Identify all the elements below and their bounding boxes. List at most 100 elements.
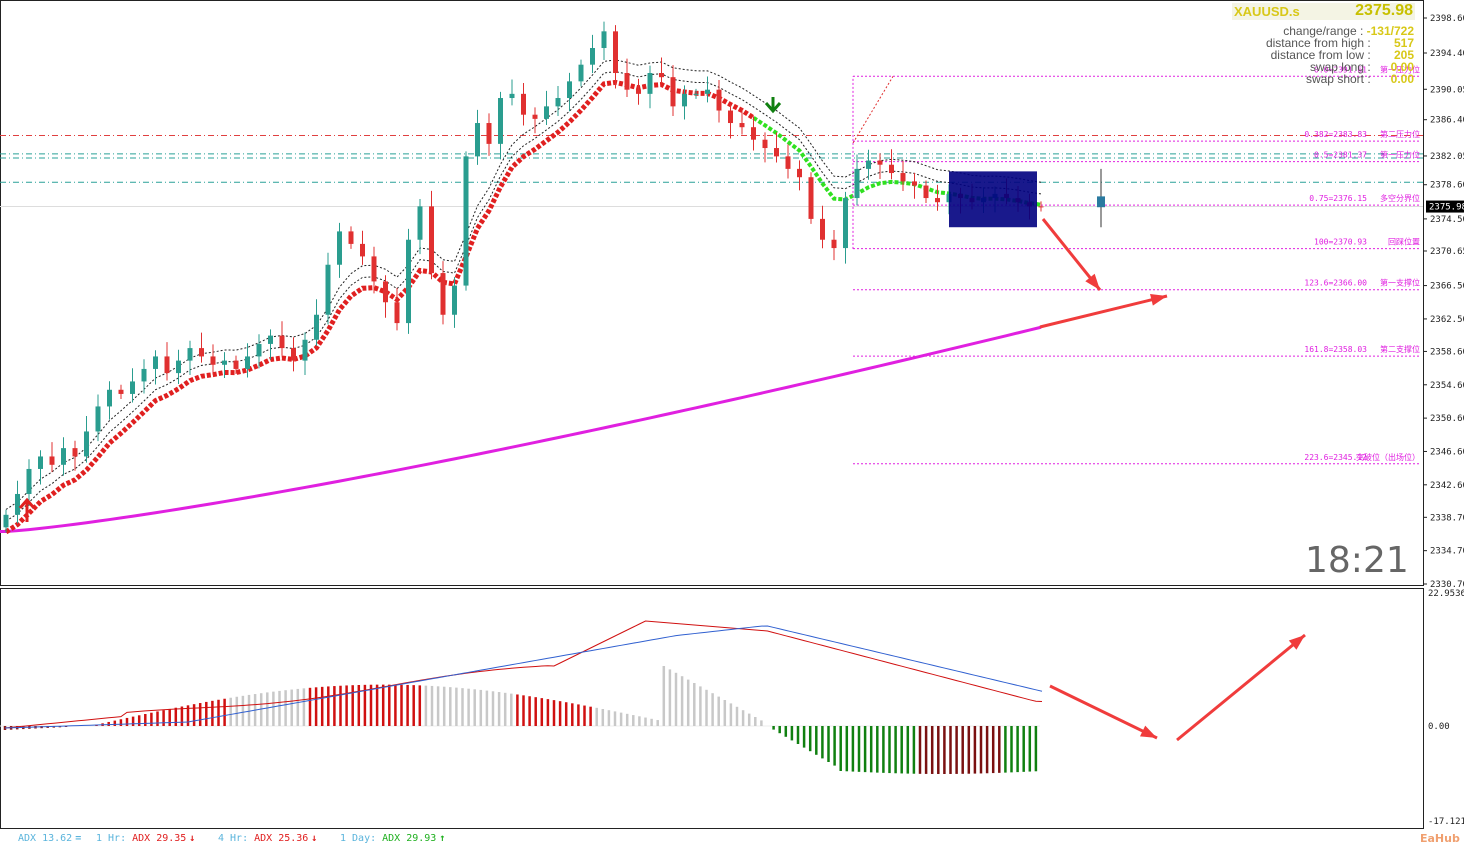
axis-label: 2370.65 xyxy=(1430,247,1464,257)
axis-label: 2354.60 xyxy=(1430,381,1464,391)
candle-body xyxy=(728,110,733,124)
fib-label: 223.6=2345.12 xyxy=(1304,453,1367,462)
candle-body xyxy=(498,98,503,144)
adx-timeframe: 4 Hr: xyxy=(218,833,249,844)
axis-label: 2394.40 xyxy=(1430,49,1464,59)
osc-arrow-down-head xyxy=(1139,725,1157,738)
osc-panel-frame xyxy=(0,588,1424,829)
candle-body xyxy=(521,93,526,115)
info-label: swap short : xyxy=(1305,72,1374,86)
info-row: change/range : -131/722 xyxy=(1283,24,1414,38)
candle-body xyxy=(831,239,837,249)
candle-body xyxy=(233,360,239,369)
candle-body xyxy=(475,123,480,157)
adx-value: ADX 29.93 xyxy=(382,833,437,844)
candle-body xyxy=(1038,206,1044,208)
candle-body xyxy=(1097,196,1105,208)
candle-body xyxy=(624,73,630,90)
candle-body xyxy=(406,239,411,324)
fib-note: 第一压力位 xyxy=(1380,150,1420,160)
candle-body xyxy=(463,156,469,286)
candle-body xyxy=(820,218,825,240)
candle-body xyxy=(49,456,55,465)
fib-note: 回踩位置 xyxy=(1388,237,1420,247)
axis-label: 2398.60 xyxy=(1430,14,1464,24)
axis-label: 2386.40 xyxy=(1430,116,1464,126)
adx-item: 4 Hr: ADX 25.36 ↓ xyxy=(218,831,317,847)
candle-body xyxy=(785,156,791,169)
moving-averages xyxy=(0,59,1042,535)
candle-body xyxy=(394,302,400,324)
candle-body xyxy=(636,89,641,94)
candle-body xyxy=(268,335,273,344)
candle-body xyxy=(141,368,147,382)
candle-body xyxy=(647,73,653,94)
adx-value: ADX 29.35 xyxy=(132,833,187,844)
candle-body xyxy=(26,468,32,494)
candle-body xyxy=(291,348,296,361)
forecast-arrow-down-head xyxy=(1085,273,1100,290)
candle-body xyxy=(279,335,285,349)
annotations xyxy=(18,76,1306,742)
axis-label: 2390.05 xyxy=(1430,85,1464,95)
candle-body xyxy=(854,168,860,199)
candle-body xyxy=(61,448,66,465)
info-value: -131/722 xyxy=(1366,24,1414,38)
adx-arrow-icon: ↓ xyxy=(311,833,318,844)
candle-body xyxy=(705,89,710,94)
candle-body xyxy=(716,89,722,111)
fast-ma-green xyxy=(752,116,1042,207)
info-label: distance from high : xyxy=(1265,36,1374,50)
info-row: swap short : 0.00 xyxy=(1306,72,1414,86)
candle-body xyxy=(72,448,78,457)
candle-body xyxy=(199,348,204,357)
candle-body xyxy=(256,343,262,357)
watermark-logo: EaHub xyxy=(1420,832,1460,845)
candle-body xyxy=(371,256,377,282)
axis-label: 2342.60 xyxy=(1430,481,1464,491)
info-row: distance from low : 205 xyxy=(1271,48,1414,62)
candle-body xyxy=(176,360,181,374)
axis-label: 2350.60 xyxy=(1430,414,1464,424)
axis-label: 2330.70 xyxy=(1430,580,1464,590)
fib-note: 第二压力位 xyxy=(1380,129,1420,139)
candle-body xyxy=(843,198,848,249)
axis-label: 2346.60 xyxy=(1430,447,1464,457)
sell-signal-icon xyxy=(764,97,782,114)
osc-axis-label: 0.00 xyxy=(1428,722,1450,732)
candle-body xyxy=(417,206,423,240)
candle-body xyxy=(118,389,124,394)
candle-body xyxy=(452,285,457,315)
oscillator-panel xyxy=(0,620,1043,774)
candle-body xyxy=(751,127,756,140)
candle-body xyxy=(509,93,515,99)
candle-body xyxy=(877,160,883,165)
candle-body xyxy=(302,339,308,361)
main-panel-frame xyxy=(0,0,1424,586)
adx-arrow-icon: ↓ xyxy=(189,833,196,844)
info-value: 0.00 xyxy=(1390,72,1414,86)
adx-status-bar: ADX 13.62 = 1 Hr: ADX 29.35 ↓ 4 Hr: ADX 25.36 ↓… xyxy=(0,831,1420,851)
candle-body xyxy=(532,114,538,119)
candle-body xyxy=(912,181,917,186)
candle-body xyxy=(739,123,745,128)
adx-item: 1 Day: ADX 29.93 ↑ xyxy=(340,831,445,847)
axis-label: 2366.50 xyxy=(1430,282,1464,292)
adx-timeframe: 1 Hr: xyxy=(96,833,127,844)
candle-body xyxy=(900,173,906,182)
osc-axis-label: 22.9536 xyxy=(1428,589,1464,599)
fib-label: 123.6=2366.00 xyxy=(1304,279,1367,288)
adx-arrow-icon: = xyxy=(75,833,82,844)
fib-note: 第一支撑位 xyxy=(1380,278,1420,288)
info-value: 0.00 xyxy=(1390,60,1414,74)
info-row: swap long : 0.00 xyxy=(1310,60,1414,74)
candle-body xyxy=(3,514,9,528)
adx-value: ADX 13.62 xyxy=(18,833,73,844)
forecast-arrow-up xyxy=(1039,294,1168,329)
fib-label: 0.382=2383.83 xyxy=(1304,130,1367,139)
slow-ma-line xyxy=(0,325,1042,533)
fib-label: 0.75=2376.15 xyxy=(1309,194,1367,203)
osc-arrow-down xyxy=(1049,684,1158,740)
info-row: distance from high : 517 xyxy=(1266,36,1414,50)
